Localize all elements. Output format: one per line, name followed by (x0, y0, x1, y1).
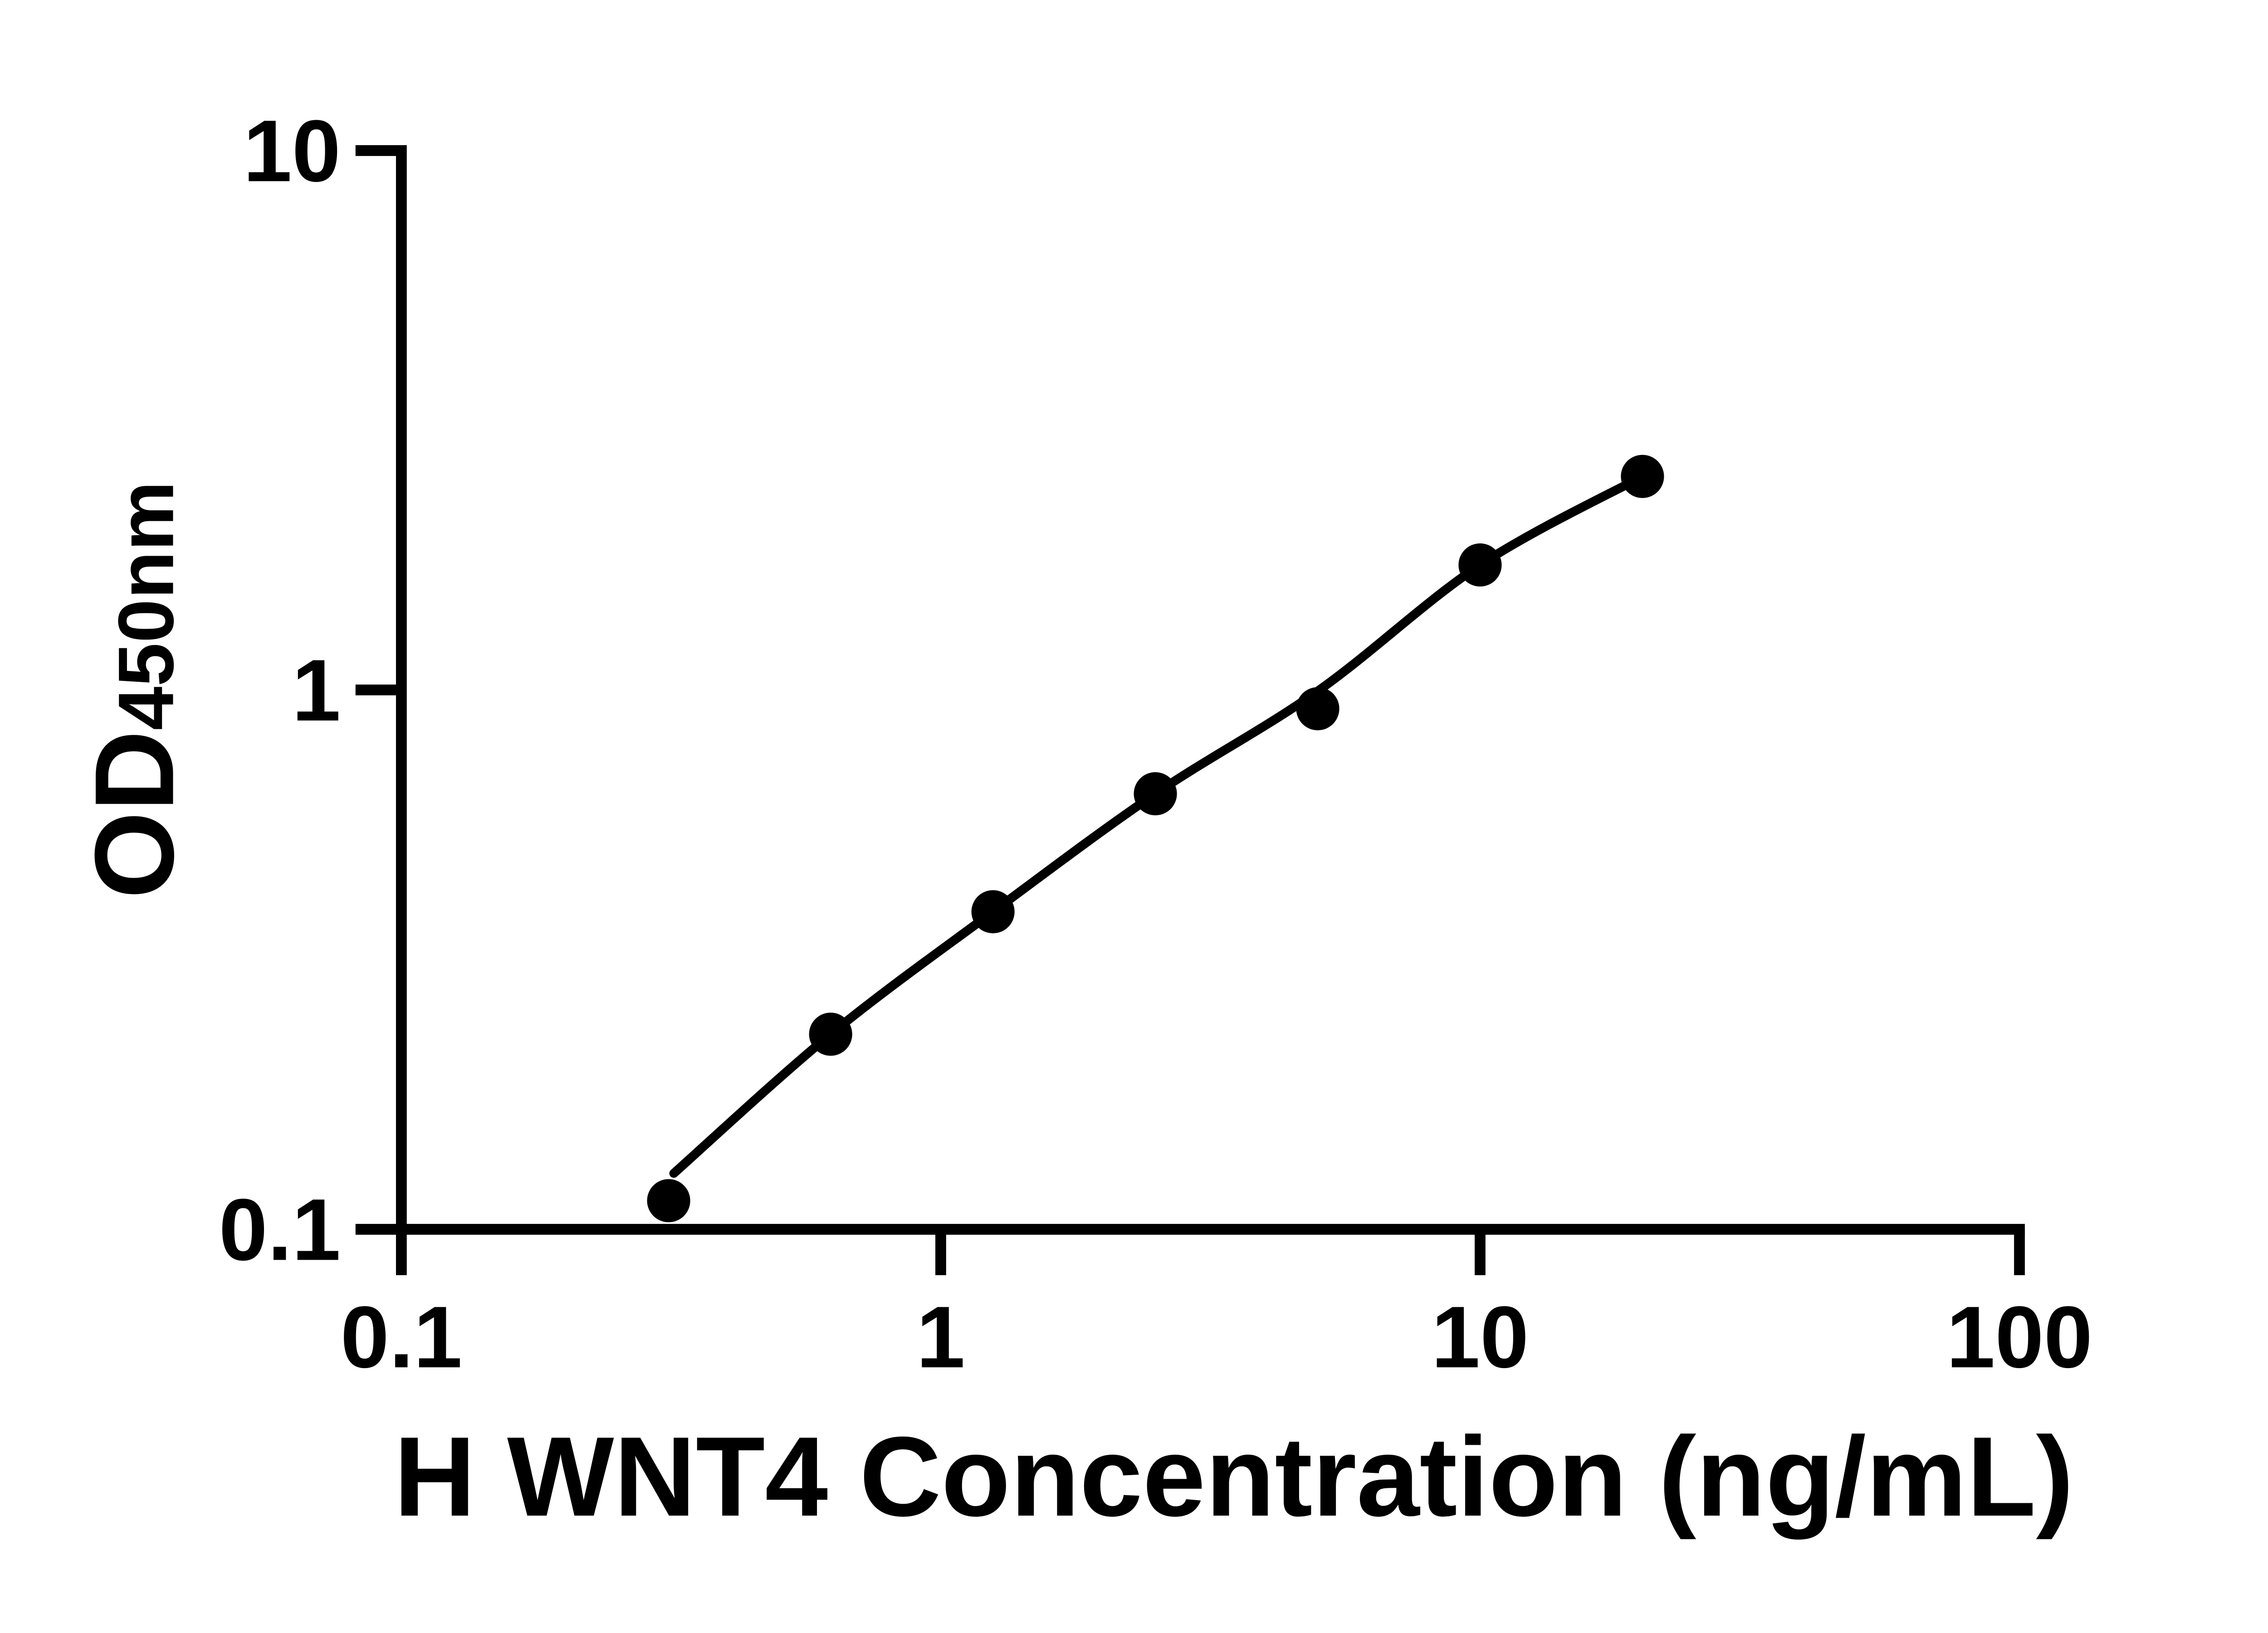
y-axis-title: OD450nm (72, 481, 197, 899)
y-tick-label: 1 (292, 641, 341, 739)
data-points-layer (647, 455, 1664, 1222)
data-point-marker (1296, 687, 1339, 730)
data-point-marker (1621, 455, 1664, 498)
y-axis-title-subscript: 450nm (102, 481, 190, 730)
data-point-marker (809, 1012, 852, 1056)
tick-labels-layer: 0.1 1 10 100 0.1 1 10 (219, 102, 2092, 1386)
axes (355, 145, 2025, 1276)
data-point-marker (1134, 772, 1177, 816)
y-axis-title-main: OD (72, 730, 197, 899)
x-tick-label: 0.1 (341, 1288, 463, 1386)
fit-curve-layer (669, 472, 1647, 1178)
data-point-marker (1458, 543, 1502, 587)
x-tick-label: 1 (916, 1288, 965, 1386)
x-tick-label: 100 (1946, 1288, 2092, 1386)
data-point-marker (971, 890, 1015, 934)
x-tick-label: 10 (1432, 1288, 1529, 1386)
x-axis-title: H WNT4 Concentration (ng/mL) (394, 1413, 2073, 1540)
fit-curve (669, 472, 1647, 1178)
y-tick-label: 10 (243, 102, 341, 200)
y-tick-label: 0.1 (219, 1180, 341, 1278)
data-point-marker (647, 1179, 690, 1222)
